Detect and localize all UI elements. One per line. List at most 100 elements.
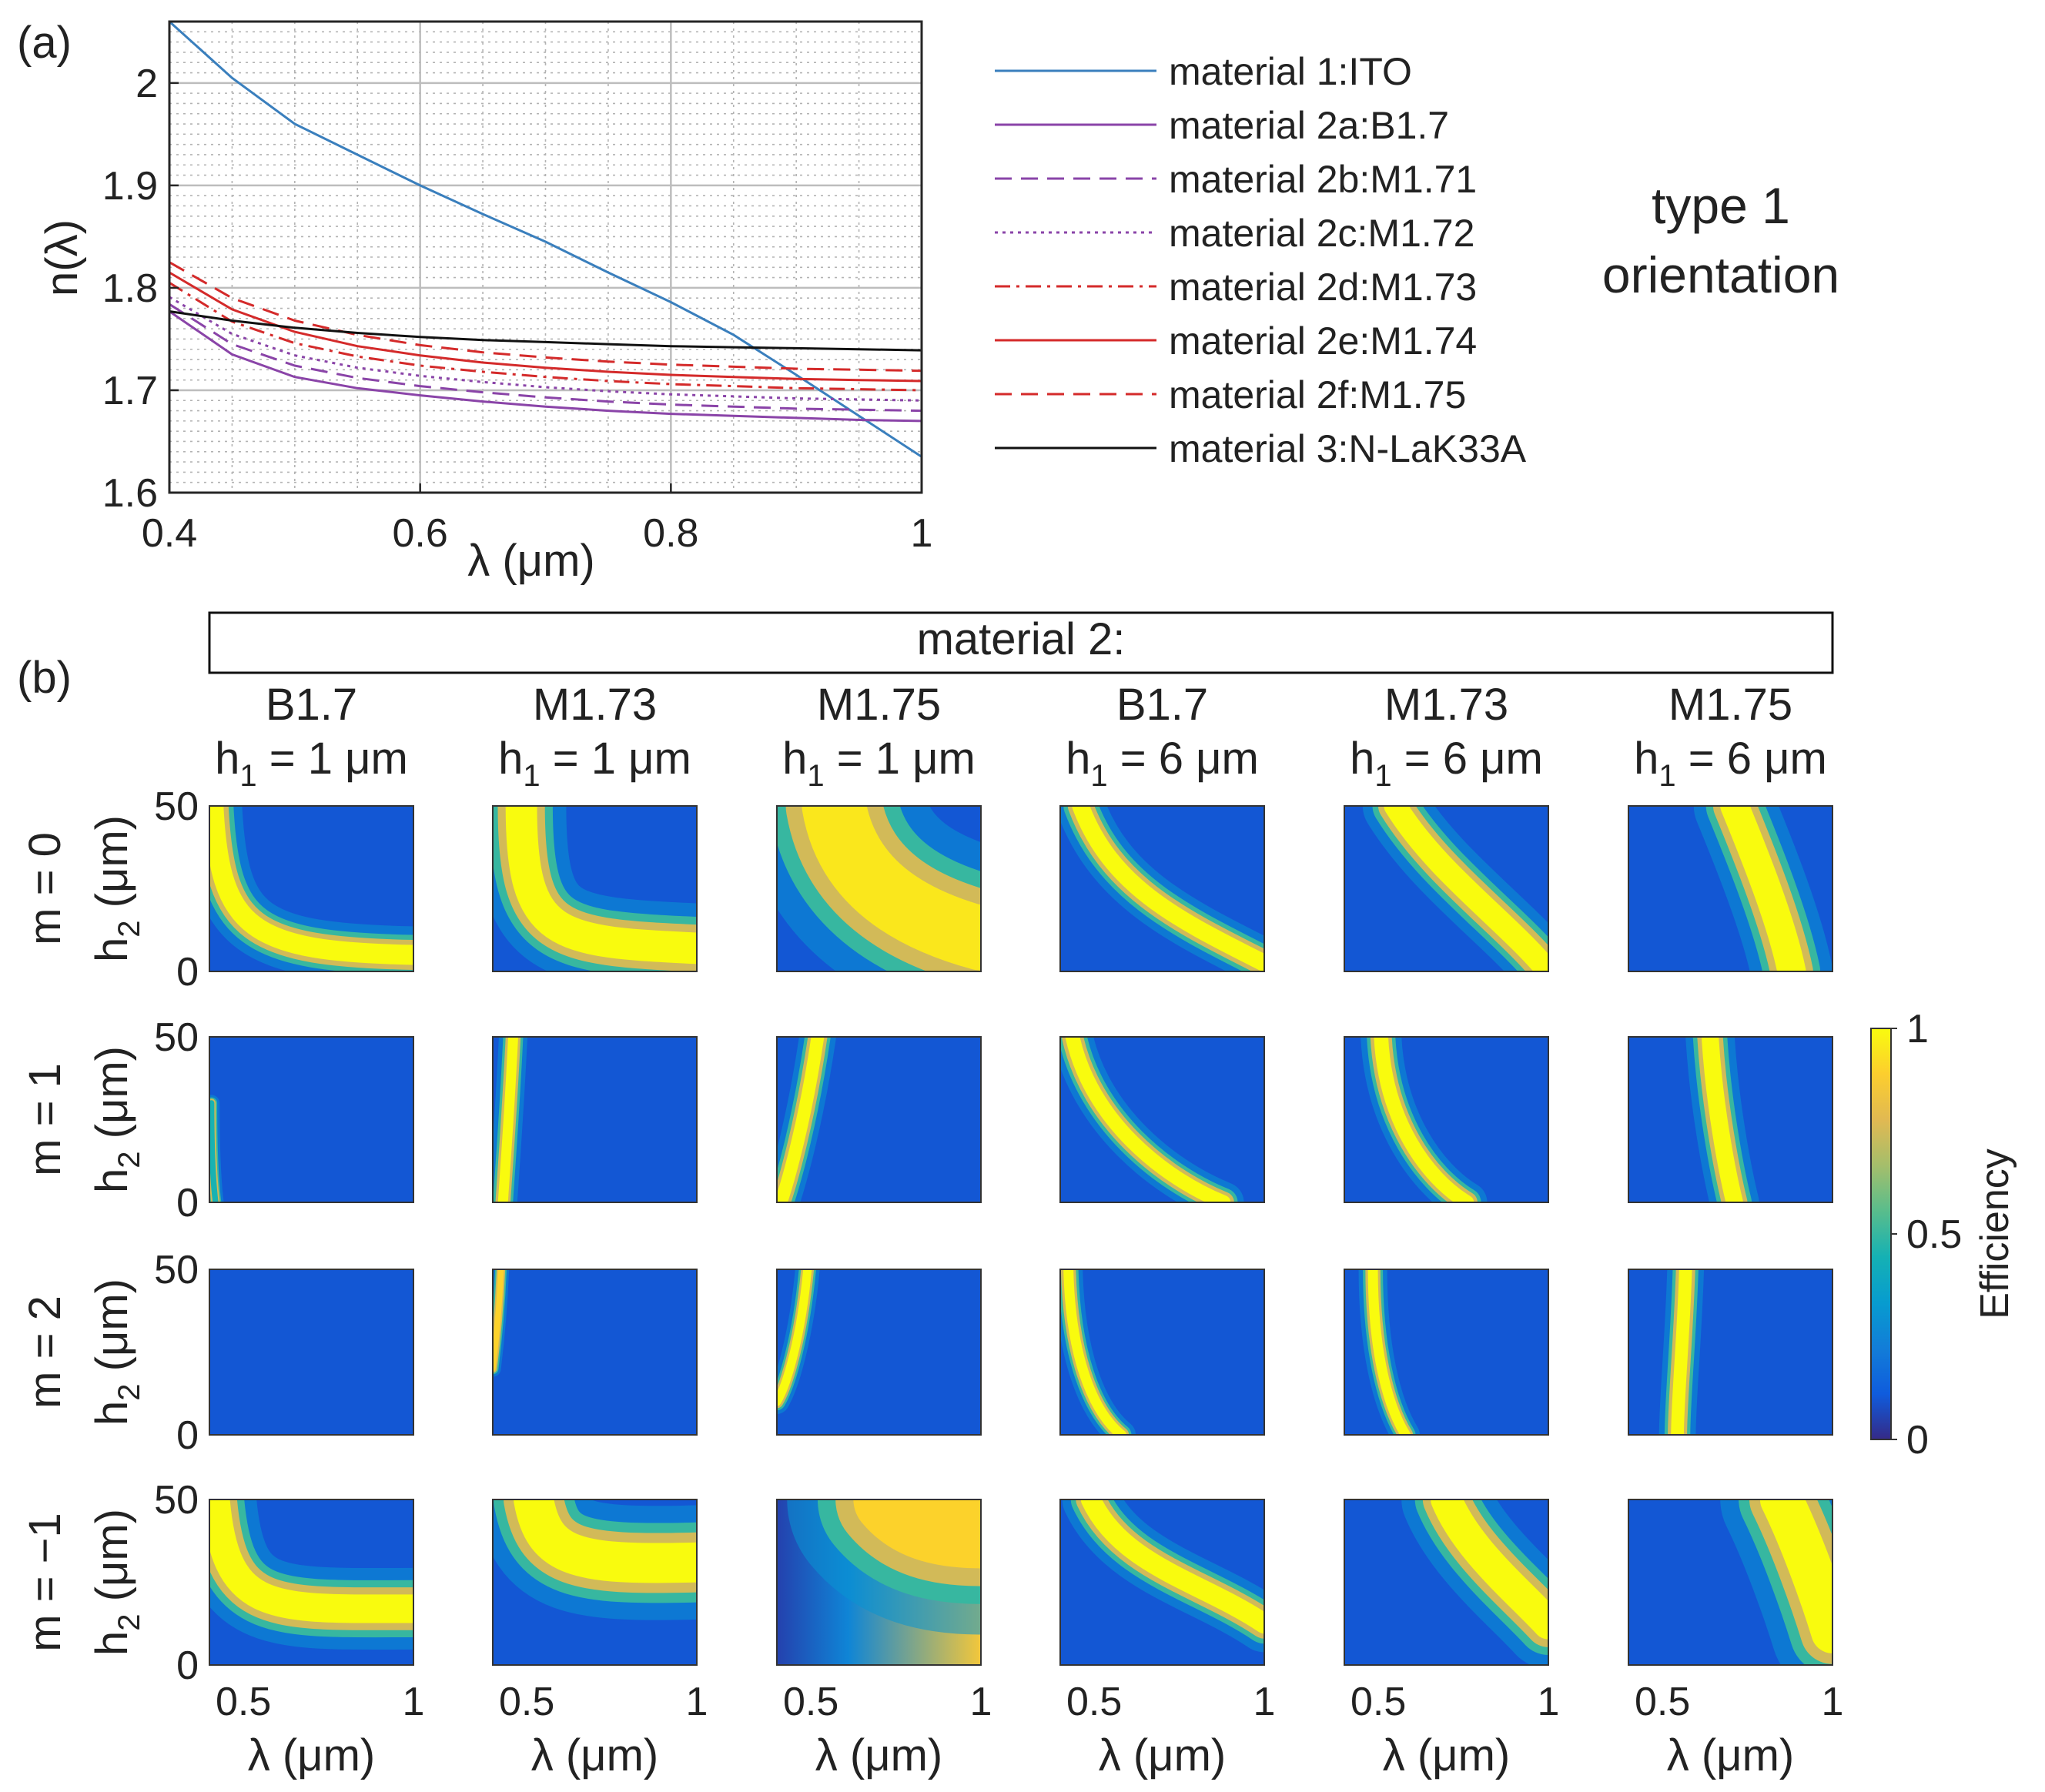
series-line-3	[169, 296, 922, 402]
x-tick-1: 1	[1822, 1680, 1844, 1724]
band-core	[209, 1499, 413, 1623]
heatmap-tile-r0-c3	[1059, 805, 1265, 972]
legend-entry-6: material 2f:M1.75	[1169, 373, 1466, 416]
tile-frame	[492, 1269, 698, 1436]
row-ylabel-h2: h2 (μm)	[87, 1279, 146, 1426]
tile-bands	[1685, 1037, 1759, 1202]
colorbar	[1870, 1028, 1892, 1440]
tile-bands	[1401, 1499, 1548, 1665]
x-tick-0.5: 0.5	[1635, 1680, 1690, 1724]
band-core	[209, 806, 413, 965]
row-ylabel-h2: h2 (μm)	[87, 1509, 146, 1656]
tile-frame	[776, 805, 982, 972]
series-line-4	[169, 282, 922, 392]
heatmap-tile-r2-c2	[776, 1269, 982, 1436]
tile-frame	[1059, 1499, 1265, 1666]
tile-frame	[1344, 1036, 1549, 1203]
tile-background	[493, 1269, 697, 1435]
tile-background	[209, 1269, 413, 1435]
y-tick-50: 50	[154, 1248, 199, 1292]
column-material-label-1: M1.73	[533, 680, 657, 730]
tile-frame	[492, 1499, 698, 1666]
y-tick-0: 0	[176, 1643, 199, 1688]
tile-bands	[209, 1499, 413, 1650]
heatmap-tile-r2-c1	[492, 1269, 698, 1436]
heatmap-tile-r2-c4	[1344, 1269, 1549, 1436]
heatmap-tile-r0-c5	[1628, 805, 1833, 972]
legend-entry-1: material 2a:B1.7	[1169, 104, 1449, 147]
band-core	[853, 1499, 981, 1569]
tile-frame	[776, 1269, 982, 1436]
band-core	[1384, 806, 1548, 971]
y-tick-50: 50	[154, 784, 199, 829]
band-core	[209, 1100, 219, 1202]
column-material-label-5: M1.75	[1668, 680, 1792, 730]
tile-background	[1628, 1269, 1832, 1435]
heatmap-tile-r1-c3	[1059, 1036, 1265, 1203]
tile-bands	[1658, 1269, 1705, 1435]
tile-bands	[777, 1037, 836, 1202]
band-core	[1072, 806, 1264, 971]
tile-frame	[209, 805, 414, 972]
x-tick-label: 0.4	[142, 511, 197, 556]
heatmap-tile-r0-c1	[492, 805, 698, 972]
band-core	[1080, 1499, 1264, 1634]
y-tick-label: 1.7	[102, 369, 158, 413]
tile-bands	[493, 1269, 510, 1377]
band-core	[777, 1269, 812, 1406]
heatmap-tile-r2-c3	[1059, 1269, 1265, 1436]
tile-frame	[1059, 805, 1265, 972]
tile-frame	[1344, 805, 1549, 972]
tile-frame	[209, 1036, 414, 1203]
x-tick-1: 1	[1538, 1680, 1560, 1724]
band-core	[1720, 806, 1806, 971]
y-axis-label: n(λ)	[37, 219, 87, 296]
x-tick-1: 1	[1253, 1680, 1276, 1724]
column-h1-label-5: h1 = 6 μm	[1634, 734, 1827, 793]
x-axis-label: λ (μm)	[467, 536, 594, 586]
x-axis-label-col-5: λ (μm)	[1667, 1730, 1794, 1780]
tile-bands	[1060, 1269, 1136, 1435]
column-h1-label-2: h1 = 1 μm	[782, 734, 976, 793]
y-tick-label: 2	[136, 62, 158, 106]
x-tick-1: 1	[403, 1680, 425, 1724]
tile-bands	[1358, 1269, 1421, 1435]
tile-frame	[492, 1036, 698, 1203]
column-material-label-2: M1.75	[817, 680, 941, 730]
heatmap-tile-r3-c0	[209, 1499, 414, 1666]
column-h1-label-4: h1 = 6 μm	[1350, 734, 1543, 793]
row-ylabel-h2: h2 (μm)	[87, 1046, 146, 1193]
tile-background	[493, 1037, 697, 1202]
type-orientation-note: type 1	[1652, 177, 1790, 234]
plot-frame-a	[168, 20, 923, 494]
band-core	[1671, 1269, 1692, 1435]
x-axis-label-col-2: λ (μm)	[815, 1730, 942, 1780]
tile-frame	[1059, 1269, 1265, 1436]
x-axis-label-col-0: λ (μm)	[248, 1730, 375, 1780]
tile-bands	[1693, 806, 1832, 971]
x-tick-label: 0.6	[393, 511, 448, 556]
tile-bands	[493, 1499, 697, 1620]
y-tick-0: 0	[176, 1181, 199, 1225]
tile-bands	[493, 1037, 528, 1202]
tile-bands	[1361, 1037, 1488, 1202]
tile-bands	[1060, 806, 1264, 971]
legend-entry-4: material 2d:M1.73	[1169, 266, 1477, 309]
row-label-m: m = 0	[20, 832, 70, 945]
heatmap-tile-r1-c2	[776, 1036, 982, 1203]
tile-bands	[787, 1499, 981, 1635]
tile-frame	[776, 1036, 982, 1203]
type-orientation-note: orientation	[1602, 246, 1839, 303]
y-tick-50: 50	[154, 1015, 199, 1060]
legend-entry-0: material 1:ITO	[1169, 50, 1412, 93]
band-core	[497, 1037, 518, 1202]
series-line-0	[168, 20, 922, 458]
material-2-header: material 2:	[917, 614, 1126, 664]
x-tick-label: 1	[911, 511, 933, 556]
band-core	[1065, 1037, 1231, 1202]
tile-bands	[209, 1095, 224, 1202]
x-tick-0.5: 0.5	[1066, 1680, 1122, 1724]
y-tick-label: 1.8	[102, 266, 158, 311]
series-line-7	[169, 310, 922, 352]
x-tick-0.5: 0.5	[216, 1680, 271, 1724]
